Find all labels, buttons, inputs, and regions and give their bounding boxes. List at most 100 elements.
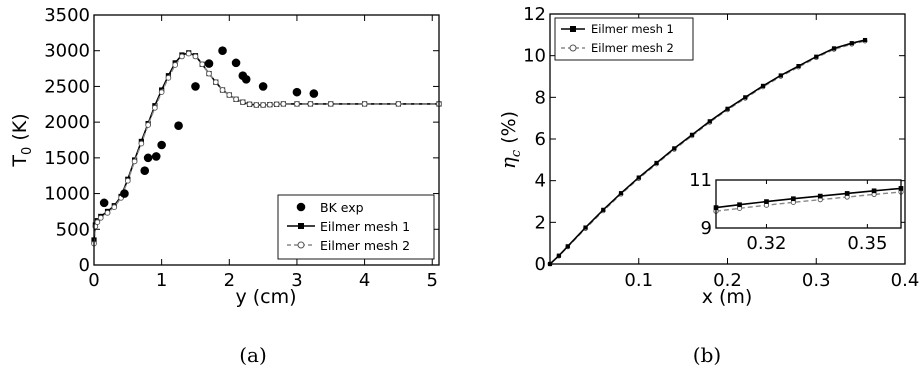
data-point: [140, 166, 150, 176]
data-point: [231, 58, 241, 68]
data-point: [796, 64, 801, 69]
legend-mesh2-marker: [297, 241, 305, 249]
x-tick-label: 5: [427, 270, 438, 291]
panel-a-temperature-plot: 0 1 2 3 4 5 0 500 1000 1500 2000 2500 3000 3500 y (cm…: [9, 5, 442, 367]
x-tick-label: 0.1: [624, 270, 653, 291]
panel-a-series: [91, 46, 442, 247]
data-point: [253, 102, 260, 108]
y-tick-label: 1500: [44, 148, 90, 169]
y-tick-label: 6: [535, 129, 546, 150]
y-tick-label: 4: [535, 171, 546, 192]
data-point: [158, 89, 165, 95]
y-tick-label: 8: [535, 87, 546, 108]
series-line: [715, 191, 902, 212]
data-point: [258, 82, 268, 91]
data-point: [172, 62, 179, 68]
data-point: [737, 202, 742, 208]
x-tick-label: 1: [156, 270, 167, 291]
data-point: [111, 204, 118, 210]
y-tick-label: 1000: [44, 184, 90, 205]
x-tick-label: 2: [224, 270, 235, 291]
y-tick-label: 2: [535, 212, 546, 233]
data-point: [226, 92, 233, 98]
panel-a-y-label-unit: (K): [9, 113, 31, 146]
data-point: [814, 54, 819, 59]
x-tick-label: 0.3: [802, 270, 831, 291]
panel-b-plot-frame: [549, 13, 906, 265]
y-tick-label: 10: [523, 46, 546, 67]
series-line: [715, 187, 902, 209]
data-point: [307, 101, 314, 107]
series-eilmer-mesh-2: [713, 189, 904, 214]
data-point: [556, 253, 561, 258]
y-tick-label: 11: [689, 170, 712, 191]
legend-mesh2-label: Eilmer mesh 2: [320, 238, 410, 253]
panel-a-tick-labels: 0 1 2 3 4 5 0 500 1000 1500 2000 2500 3000 3500: [44, 5, 438, 291]
data-point: [601, 207, 606, 212]
y-tick-label: 0: [79, 255, 90, 276]
panel-a-caption: (a): [239, 343, 267, 367]
y-tick-label: 12: [523, 4, 546, 25]
data-point: [120, 189, 129, 198]
y-tick-label: 500: [56, 219, 90, 240]
data-point: [361, 101, 368, 107]
data-point: [246, 101, 253, 108]
panel-b-tick-labels: 0.1 0.2 0.3 0.4 0 2 4 6 8 10 12: [523, 4, 919, 291]
y-tick-label: 2500: [44, 76, 90, 97]
data-point: [152, 105, 158, 111]
panel-a-y-label-main: T: [9, 155, 31, 168]
data-point: [218, 46, 227, 56]
data-point: [138, 140, 145, 147]
legend-b-mesh2-marker: [569, 44, 577, 52]
data-point: [99, 198, 109, 208]
data-point: [327, 101, 334, 107]
series-line: [549, 39, 866, 265]
data-point: [292, 87, 302, 97]
data-point: [618, 191, 624, 196]
data-point: [309, 89, 319, 98]
data-point: [143, 153, 153, 163]
panel-b-efficiency-plot: 0.1 0.2 0.3 0.4 0 2 4 6 8 10 12 x (m) ηc (%) Eilme…: [496, 4, 919, 367]
x-tick-label: 0: [88, 270, 99, 291]
data-point: [94, 219, 101, 225]
panel-a-y-axis-label: T0 (K): [9, 113, 35, 167]
series-line: [549, 40, 866, 265]
inset-tick-labels: 0.32 0.35 9 11: [689, 170, 887, 254]
inset-frame: [715, 179, 902, 229]
data-point: [849, 41, 854, 46]
data-point: [565, 244, 570, 249]
data-point: [831, 46, 837, 51]
panel-b-y-label-unit: (%): [498, 111, 520, 150]
data-point: [179, 53, 185, 60]
data-point: [583, 225, 588, 230]
data-point: [191, 82, 200, 91]
data-point: [174, 121, 183, 131]
x-tick-label: 0.35: [847, 233, 887, 254]
data-point: [743, 95, 748, 100]
panel-b-y-label-subscript: c: [509, 149, 524, 157]
data-point: [165, 75, 172, 81]
data-point: [778, 73, 783, 78]
x-tick-label: 3: [291, 270, 302, 291]
series-eilmer-mesh-2: [91, 50, 442, 247]
data-point: [294, 101, 300, 107]
y-tick-label: 0: [535, 254, 546, 275]
data-point: [199, 61, 206, 68]
legend-b-mesh1-marker: [570, 26, 576, 32]
panel-b-x-axis-label: x (m): [702, 286, 753, 308]
data-point: [151, 152, 161, 161]
legend-b-mesh2-label: Eilmer mesh 2: [591, 41, 674, 55]
data-point: [395, 101, 402, 107]
data-point: [725, 106, 730, 111]
y-tick-label: 2000: [44, 112, 90, 133]
legend-mesh1-marker: [298, 223, 304, 229]
x-tick-label: 0.4: [891, 270, 920, 291]
y-tick-label: 3000: [44, 41, 90, 62]
y-tick-label: 3500: [44, 5, 90, 26]
y-tick-label: 9: [701, 218, 712, 239]
panel-b-y-label-symbol: η: [496, 157, 520, 169]
data-point: [233, 96, 239, 103]
legend-mesh1-label: Eilmer mesh 1: [320, 219, 410, 234]
data-point: [206, 70, 212, 77]
data-point: [280, 101, 287, 107]
